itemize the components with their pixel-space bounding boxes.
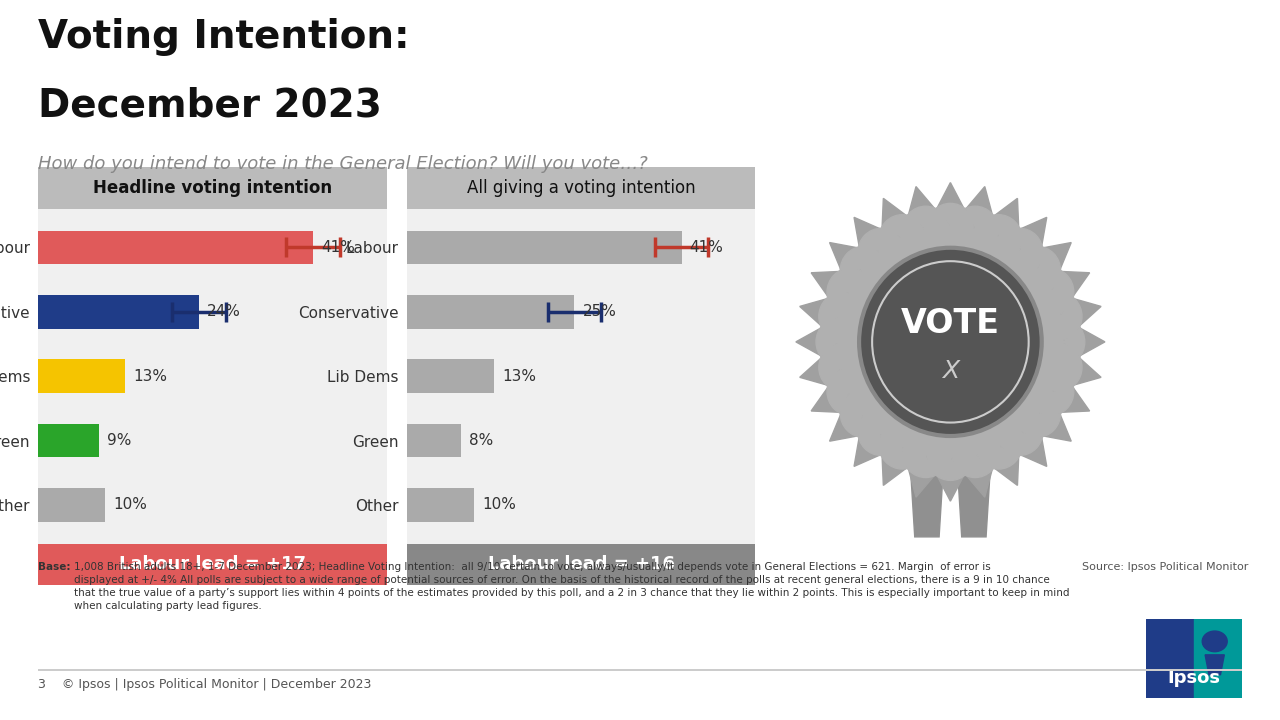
Polygon shape	[881, 198, 923, 249]
Polygon shape	[854, 217, 900, 268]
Text: Voting Intention:: Voting Intention:	[38, 18, 410, 56]
Text: 25%: 25%	[582, 305, 617, 319]
Polygon shape	[881, 434, 923, 485]
Polygon shape	[927, 456, 974, 501]
Polygon shape	[1023, 395, 1071, 441]
Text: 1,008 British adults 18+, 1-7 December 2023; Headline Voting Intention:  all 9/1: 1,008 British adults 18+, 1-7 December 2…	[74, 562, 1070, 611]
Circle shape	[879, 420, 925, 469]
Circle shape	[951, 429, 998, 477]
Polygon shape	[1001, 217, 1047, 268]
Bar	[407, 424, 461, 457]
Polygon shape	[909, 438, 945, 537]
Circle shape	[1036, 292, 1082, 341]
Circle shape	[817, 318, 863, 366]
Text: How do you intend to vote in the General Election? Will you vote…?: How do you intend to vote in the General…	[38, 155, 648, 173]
Circle shape	[1202, 631, 1228, 652]
Text: Base:: Base:	[38, 562, 74, 572]
Polygon shape	[1023, 243, 1071, 289]
Circle shape	[902, 206, 950, 255]
Text: 9%: 9%	[106, 433, 131, 448]
Text: 41%: 41%	[321, 240, 355, 255]
Bar	[407, 359, 494, 393]
Circle shape	[858, 228, 905, 276]
Text: 13%: 13%	[502, 369, 536, 384]
Circle shape	[1014, 246, 1061, 294]
Circle shape	[859, 248, 1042, 436]
Bar	[1146, 619, 1193, 698]
Polygon shape	[812, 271, 860, 314]
Polygon shape	[978, 198, 1020, 249]
Text: December 2023: December 2023	[38, 86, 383, 125]
Polygon shape	[952, 448, 998, 498]
Circle shape	[1027, 367, 1074, 415]
Circle shape	[1036, 343, 1082, 392]
Bar	[38, 295, 200, 328]
Bar	[38, 359, 125, 393]
Bar	[38, 230, 312, 264]
Circle shape	[927, 432, 974, 480]
Text: X: X	[942, 359, 959, 384]
Bar	[1193, 619, 1242, 698]
Text: 13%: 13%	[133, 369, 168, 384]
Text: Labour lead = +16: Labour lead = +16	[488, 556, 675, 573]
Text: 24%: 24%	[207, 305, 241, 319]
Text: All giving a voting intention: All giving a voting intention	[467, 179, 695, 197]
Polygon shape	[1061, 318, 1105, 366]
Polygon shape	[1053, 343, 1101, 391]
Polygon shape	[854, 416, 900, 467]
Bar	[38, 424, 99, 457]
Circle shape	[1038, 318, 1084, 366]
Circle shape	[819, 343, 865, 392]
Circle shape	[858, 407, 905, 456]
Circle shape	[827, 367, 874, 415]
Polygon shape	[956, 438, 992, 537]
Polygon shape	[1053, 293, 1101, 340]
Text: Ipsos: Ipsos	[1167, 668, 1220, 687]
Polygon shape	[1041, 369, 1089, 413]
Polygon shape	[1206, 655, 1224, 675]
Bar	[407, 230, 681, 264]
Circle shape	[879, 215, 925, 263]
Circle shape	[951, 206, 998, 255]
Polygon shape	[800, 293, 847, 340]
Circle shape	[1014, 389, 1061, 437]
Bar	[407, 295, 575, 328]
Text: 3    © Ipsos | Ipsos Political Monitor | December 2023: 3 © Ipsos | Ipsos Political Monitor | De…	[38, 678, 371, 691]
Text: 10%: 10%	[114, 498, 147, 513]
Polygon shape	[829, 395, 878, 441]
Polygon shape	[1041, 271, 1089, 314]
Polygon shape	[829, 243, 878, 289]
Circle shape	[996, 228, 1043, 276]
Polygon shape	[796, 318, 840, 366]
Text: Headline voting intention: Headline voting intention	[93, 179, 332, 197]
Text: 8%: 8%	[468, 433, 493, 448]
Circle shape	[827, 268, 874, 317]
Circle shape	[996, 407, 1043, 456]
Text: 10%: 10%	[483, 498, 516, 513]
Circle shape	[975, 420, 1021, 469]
Polygon shape	[952, 186, 998, 236]
Circle shape	[927, 203, 974, 252]
Polygon shape	[927, 183, 974, 228]
Circle shape	[819, 292, 865, 341]
Polygon shape	[902, 186, 948, 236]
Circle shape	[1027, 268, 1074, 317]
Bar	[38, 488, 105, 522]
Polygon shape	[812, 369, 860, 413]
Polygon shape	[902, 448, 948, 498]
Circle shape	[975, 215, 1021, 263]
Polygon shape	[1001, 416, 1047, 467]
Circle shape	[840, 246, 887, 294]
Polygon shape	[978, 434, 1020, 485]
Bar	[407, 488, 474, 522]
Circle shape	[902, 429, 950, 477]
Text: Source: Ipsos Political Monitor: Source: Ipsos Political Monitor	[1082, 562, 1248, 572]
Text: VOTE: VOTE	[901, 307, 1000, 340]
Text: Labour lead = +17: Labour lead = +17	[119, 556, 306, 573]
Polygon shape	[800, 343, 847, 391]
Text: 41%: 41%	[690, 240, 723, 255]
Circle shape	[840, 389, 887, 437]
